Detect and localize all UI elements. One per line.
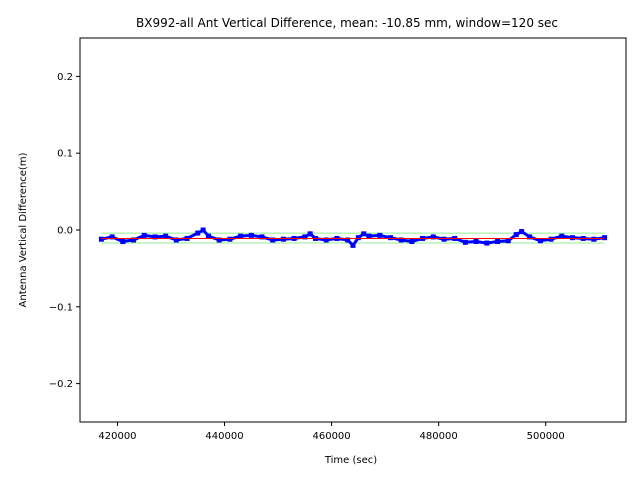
data-point: [548, 236, 554, 242]
data-point: [280, 236, 286, 242]
y-tick-label: −0.1: [49, 302, 73, 313]
data-point: [109, 234, 115, 240]
data-point: [120, 239, 126, 245]
data-point: [387, 235, 393, 241]
data-point: [216, 237, 222, 243]
data-point: [519, 229, 525, 235]
data-point: [350, 242, 356, 248]
x-axis-ticks: 420000 440000 460000 480000 500000: [98, 422, 565, 442]
y-tick-label: 0.1: [57, 149, 73, 160]
data-point: [227, 236, 233, 242]
x-tick-label: 420000: [98, 431, 136, 442]
data-point: [248, 232, 254, 238]
y-tick-label: 0.2: [57, 72, 73, 83]
data-point: [355, 235, 361, 241]
y-axis-ticks: 0.2 0.1 0.0 −0.1 −0.2: [49, 72, 80, 390]
data-point: [602, 235, 608, 241]
data-point: [238, 233, 244, 239]
data-point: [98, 236, 104, 242]
data-point: [152, 234, 158, 240]
data-point: [569, 235, 575, 241]
data-point: [195, 230, 201, 236]
data-point: [473, 239, 479, 245]
data-point: [366, 233, 372, 239]
x-tick-label: 460000: [312, 431, 350, 442]
chart-title: BX992-all Ant Vertical Difference, mean:…: [136, 16, 558, 30]
y-tick-label: 0.0: [57, 226, 73, 237]
x-tick-label: 500000: [527, 431, 565, 442]
y-axis-label: Antenna Vertical Difference(m): [18, 152, 29, 307]
data-point: [505, 238, 511, 244]
data-point: [131, 237, 137, 243]
x-tick-label: 480000: [420, 431, 458, 442]
data-point: [409, 239, 415, 245]
plot-area: [80, 38, 626, 422]
y-tick-label: −0.2: [49, 379, 73, 390]
data-point: [259, 234, 265, 240]
data-point: [513, 232, 519, 238]
data-point: [559, 233, 565, 239]
data-point: [484, 240, 490, 246]
data-point: [302, 234, 308, 240]
data-point: [377, 232, 383, 238]
x-axis-label: Time (sec): [324, 455, 377, 466]
data-point: [430, 234, 436, 240]
data-point: [205, 233, 211, 239]
plot-frame: [79, 37, 627, 423]
data-point: [200, 227, 206, 233]
data-point: [163, 233, 169, 239]
data-point: [361, 231, 367, 237]
data-point: [141, 232, 147, 238]
data-point: [307, 231, 313, 237]
data-point: [527, 234, 533, 240]
data-point: [323, 237, 329, 243]
data-point: [173, 237, 179, 243]
series-layer: [98, 227, 608, 248]
data-point: [441, 236, 447, 242]
data-point: [345, 237, 351, 243]
data-point: [537, 238, 543, 244]
data-point: [270, 237, 276, 243]
data-point: [462, 239, 468, 245]
data-point: [495, 239, 501, 245]
data-point: [398, 237, 404, 243]
x-tick-label: 440000: [205, 431, 243, 442]
data-point: [591, 236, 597, 242]
